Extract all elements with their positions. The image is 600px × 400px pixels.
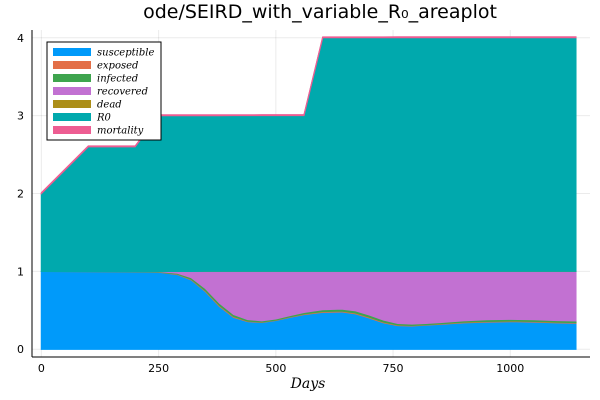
- area-series: [40, 36, 577, 350]
- legend-swatch: [53, 61, 91, 69]
- legend-swatch: [53, 126, 91, 134]
- legend-swatch: [53, 48, 91, 56]
- legend-swatch: [53, 74, 91, 82]
- legend-label: exposed: [97, 61, 138, 72]
- axes: [31, 30, 590, 358]
- y-tick-label: 2: [17, 188, 24, 201]
- legend-label: dead: [97, 100, 122, 111]
- legend: susceptible exposed infected recovered dead R…: [46, 41, 162, 141]
- y-tick-label: 1: [17, 265, 24, 278]
- legend-label: R0: [96, 113, 112, 124]
- area-mortality: [40, 36, 577, 195]
- legend-swatch: [53, 113, 91, 121]
- legend-label: mortality: [97, 126, 144, 137]
- x-tick-label: 0: [38, 362, 45, 375]
- legend-label: recovered: [97, 87, 148, 98]
- x-axis-label: Days: [290, 376, 326, 392]
- x-tick-label: 500: [265, 362, 286, 375]
- x-tick-label: 250: [148, 362, 169, 375]
- legend-label: susceptible: [97, 48, 154, 59]
- legend-label: infected: [97, 74, 138, 85]
- x-tick-label: 750: [383, 362, 404, 375]
- chart-title: ode/SEIRD_with_variable_R₀_areaplot: [143, 1, 497, 23]
- y-tick-label: 4: [17, 32, 24, 45]
- legend-swatch: [53, 87, 91, 95]
- ticks: 0 250 500 750 1000 0 1 2 3 4: [17, 32, 524, 375]
- legend-swatch: [53, 100, 91, 108]
- x-tick-label: 1000: [496, 362, 524, 375]
- y-tick-label: 0: [17, 343, 24, 356]
- y-tick-label: 3: [17, 110, 24, 123]
